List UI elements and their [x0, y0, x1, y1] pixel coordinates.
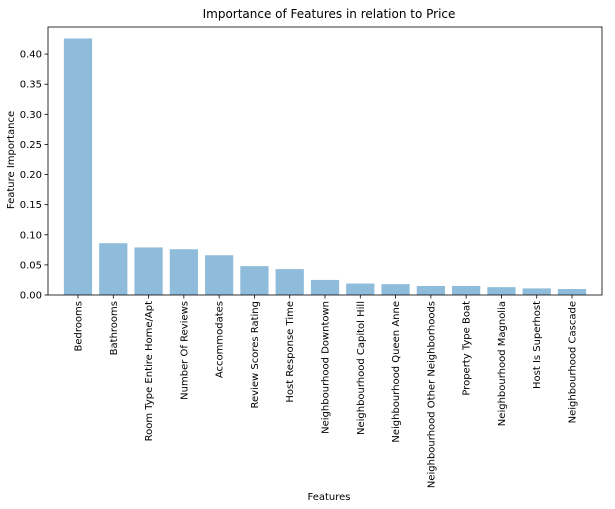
plot-area: [47, 26, 603, 296]
bar: [134, 247, 163, 295]
x-tick-label: Accommodates: [215, 301, 226, 378]
bar: [381, 284, 410, 295]
bar: [275, 269, 304, 295]
bar: [522, 288, 551, 295]
x-tick-label: Bathrooms: [109, 301, 120, 355]
bar: [487, 287, 516, 295]
bar: [452, 285, 481, 295]
x-tick-label: Host Is Superhost: [532, 301, 543, 389]
bar: [99, 243, 128, 295]
y-tick-label: 0.10: [20, 230, 42, 241]
plot-frame: [47, 26, 603, 296]
x-tick-label: Room Type Entire Home/Apt: [144, 301, 155, 441]
y-axis-title: Feature Importance: [6, 111, 17, 209]
x-axis-title: Features: [308, 492, 351, 503]
x-tick-label: Neighbourhood Other Neighborhoods: [426, 301, 437, 488]
bar: [310, 279, 340, 295]
bar: [169, 249, 198, 295]
y-tick-label: 0.15: [20, 200, 42, 211]
x-tick-label: Host Response Time: [285, 301, 296, 403]
bar: [240, 266, 269, 295]
bar: [205, 255, 234, 295]
y-tick-label: 0.00: [20, 291, 42, 302]
x-tick-label: Bedrooms: [73, 301, 84, 351]
bar: [416, 285, 445, 295]
x-axis: Bedrooms Bathrooms Room Type Entire Home/A…: [73, 295, 579, 488]
bar: [346, 283, 375, 295]
y-tick-label: 0.25: [20, 140, 42, 151]
x-tick-label: Property Type Boat: [462, 301, 473, 396]
x-tick-label: Neighbourhood Cascade: [568, 301, 579, 423]
y-tick-label: 0.05: [20, 260, 42, 271]
y-axis: 0.00 0.05 0.10 0.15 0.20 0.25 0.30 0.35 0.40: [20, 50, 48, 302]
x-tick-label: Review Scores Rating: [250, 301, 261, 409]
bar: [557, 288, 587, 295]
y-tick-label: 0.35: [20, 80, 42, 91]
chart-title: Importance of Features in relation to Pr…: [203, 7, 456, 21]
x-tick-label: Neighbourhood Capitol Hill: [356, 301, 367, 435]
bar: [63, 38, 93, 295]
y-tick-label: 0.30: [20, 110, 42, 121]
x-tick-label: Number Of Reviews: [179, 301, 190, 400]
y-tick-label: 0.40: [20, 50, 42, 61]
y-tick-label: 0.20: [20, 170, 42, 181]
x-tick-label: Neighbourhood Magnolia: [497, 301, 508, 426]
x-tick-label: Neighbourhood Queen Anne: [391, 301, 402, 443]
x-tick-label: Neighbourhood Downtown: [321, 301, 332, 434]
